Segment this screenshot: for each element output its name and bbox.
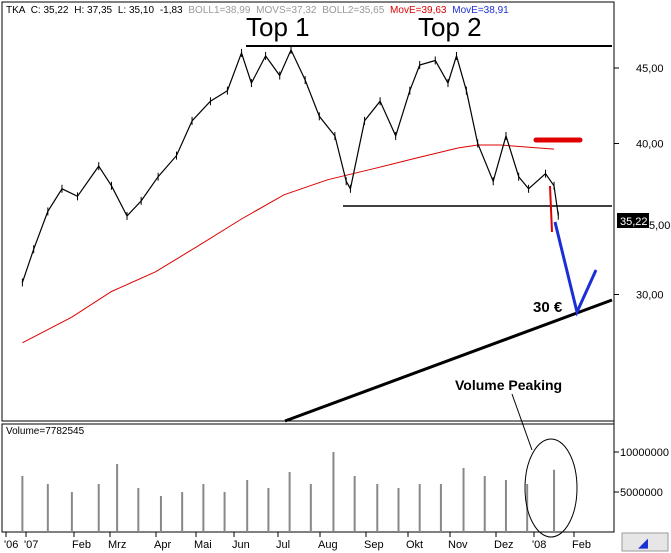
x-tick-label: '07: [24, 539, 38, 551]
volume-peaking-ellipse: [524, 438, 578, 538]
top2-label: Top 2: [418, 12, 482, 42]
x-tick-label: Dez: [494, 539, 514, 551]
x-tick-label: Mrz: [108, 539, 126, 551]
header-boll2: BOLL2=35,65: [322, 5, 384, 16]
header-low: L: 35,10: [118, 5, 155, 16]
top1-label: Top 1: [246, 12, 310, 42]
projection-arrow: [553, 221, 598, 317]
x-tick-label: Aug: [318, 539, 338, 551]
last-price-tag-bg: [617, 213, 649, 228]
price-layer: [21, 45, 559, 287]
x-tick-label: Sep: [364, 539, 384, 551]
header-close: C: 35,22: [31, 5, 69, 16]
volume-panel-frame: [1, 423, 615, 533]
header-line: TKA C: 35,22 H: 37,35 L: 35,10 -1,83 BOL…: [6, 5, 509, 16]
x-tick-label: '08: [532, 539, 546, 551]
volume-label: Volume=7782545: [6, 426, 85, 437]
header-move1: MovE=39,63: [390, 5, 447, 16]
x-tick-label: Nov: [448, 539, 468, 551]
x-tick-label: Mai: [194, 539, 212, 551]
volume-tick-label: 5000000: [620, 487, 663, 499]
volume-peaking-pointer: [511, 393, 533, 451]
header-move2: MovE=38,91: [452, 5, 509, 16]
header-high: H: 37,35: [74, 5, 112, 16]
moving-average-line: [22, 144, 555, 344]
x-tick-label: '06: [4, 539, 18, 551]
target-label: 30 €: [533, 299, 563, 316]
breakdown-marker: [549, 185, 553, 233]
scroll-end-button[interactable]: [621, 532, 669, 552]
arrow-icon[interactable]: ◢: [638, 535, 648, 550]
last-price-tag: 35,22: [620, 216, 648, 228]
volume-peaking-label: Volume Peaking: [455, 377, 562, 393]
x-tick-label: Jul: [276, 539, 290, 551]
partial-price-tick: 5,00: [649, 220, 670, 232]
x-tick-label: Feb: [72, 539, 91, 551]
header-change: -1,83: [160, 5, 183, 16]
header-movs: MOVS=37,32: [256, 5, 317, 16]
price-panel-frame: [1, 1, 615, 422]
volume-tick-label: 10000000: [620, 447, 669, 459]
moving-average-layer: [22, 144, 555, 344]
price-tick-label: 30,00: [636, 290, 664, 302]
x-tick-label: Okt: [406, 539, 423, 551]
header-ticker: TKA: [6, 5, 26, 16]
price-tick-label: 40,00: [636, 139, 664, 151]
x-tick-label: Feb: [572, 539, 591, 551]
price-tick-label: 45,00: [636, 63, 664, 75]
x-tick-label: Apr: [154, 539, 171, 551]
header-boll1: BOLL1=38,99: [188, 5, 250, 16]
x-tick-label: Jun: [232, 539, 250, 551]
axis-layer: 45,00 40,00 30,00 10000000 5000000 '06 '07 Feb M…: [4, 63, 669, 551]
long-term-trendline: [284, 298, 613, 423]
volume-layer: [21, 452, 556, 532]
